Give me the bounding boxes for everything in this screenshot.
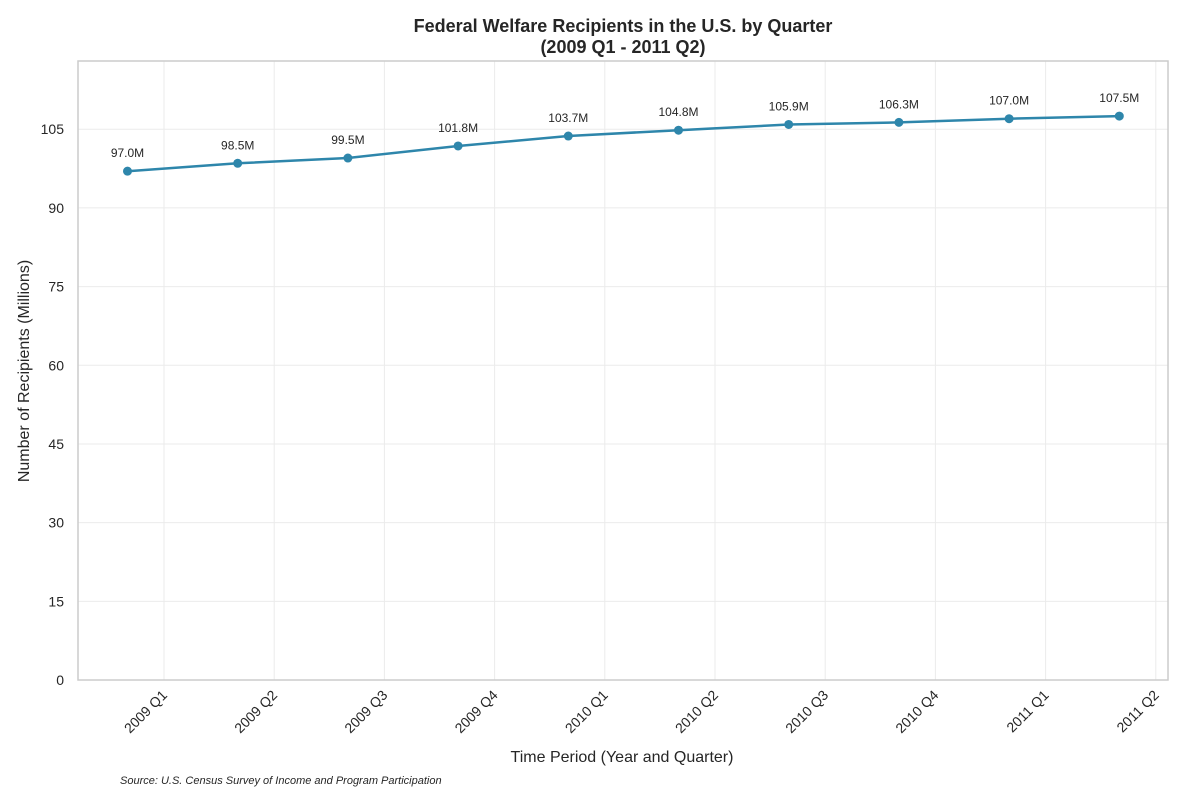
x-tick-label: 2009 Q4 — [451, 687, 500, 736]
data-label: 103.7M — [548, 111, 588, 125]
chart-title-line-2: (2009 Q1 - 2011 Q2) — [540, 37, 705, 57]
x-tick-label: 2010 Q4 — [892, 687, 941, 736]
data-point — [784, 119, 794, 129]
data-label: 104.8M — [658, 105, 698, 119]
data-point — [674, 125, 683, 135]
x-tick-label: 2010 Q3 — [782, 687, 831, 736]
x-axis-ticks: 2009 Q1 2009 Q2 2009 Q3 2009 Q4 2010 Q1 2010 … — [121, 687, 1162, 736]
data-label: 106.3M — [879, 97, 919, 111]
x-tick-label: 2010 Q2 — [672, 687, 721, 736]
plot-area-frame — [77, 60, 1169, 681]
y-tick-label: 0 — [56, 672, 64, 688]
y-tick-label: 105 — [41, 121, 65, 137]
series-line — [126, 114, 1121, 173]
y-tick-label: 90 — [48, 200, 64, 216]
data-label: 101.8M — [438, 121, 478, 135]
chart-title-line-1: Federal Welfare Recipients in the U.S. b… — [414, 16, 833, 36]
y-axis-ticks: 0 15 30 45 60 75 90 105 — [41, 121, 65, 688]
data-point — [1004, 114, 1014, 124]
grid — [78, 61, 1168, 681]
source-note: Source: U.S. Census Survey of Income and… — [120, 775, 442, 787]
series-recipients — [123, 111, 1124, 176]
data-label: 105.9M — [769, 99, 809, 113]
data-point — [563, 131, 573, 141]
data-labels: 97.0M 98.5M 99.5M 101.8M 103.7M 104.8M 105.9M 1… — [111, 91, 1139, 160]
x-tick-label: 2009 Q1 — [121, 687, 170, 736]
y-tick-label: 45 — [48, 436, 64, 452]
y-tick-label: 15 — [48, 593, 64, 609]
data-point — [894, 117, 904, 127]
y-tick-label: 30 — [48, 515, 64, 531]
x-axis-label: Time Period (Year and Quarter) — [511, 749, 734, 766]
data-point — [123, 166, 132, 176]
data-label: 99.5M — [331, 133, 364, 147]
x-tick-label: 2011 Q2 — [1113, 687, 1162, 736]
data-label: 107.0M — [989, 94, 1029, 108]
x-tick-label: 2011 Q1 — [1003, 687, 1052, 736]
data-label: 97.0M — [111, 146, 144, 160]
y-tick-label: 60 — [48, 357, 64, 373]
data-label: 107.5M — [1099, 91, 1139, 105]
x-tick-label: 2010 Q1 — [562, 687, 611, 736]
y-axis-label: Number of Recipients (Millions) — [16, 260, 33, 482]
y-tick-label: 75 — [48, 279, 64, 295]
x-tick-label: 2009 Q3 — [341, 687, 390, 736]
data-point — [453, 141, 463, 151]
data-point — [233, 158, 243, 168]
data-point — [1114, 111, 1124, 121]
data-point — [343, 153, 353, 163]
data-label: 98.5M — [221, 138, 254, 152]
x-tick-label: 2009 Q2 — [231, 687, 280, 736]
